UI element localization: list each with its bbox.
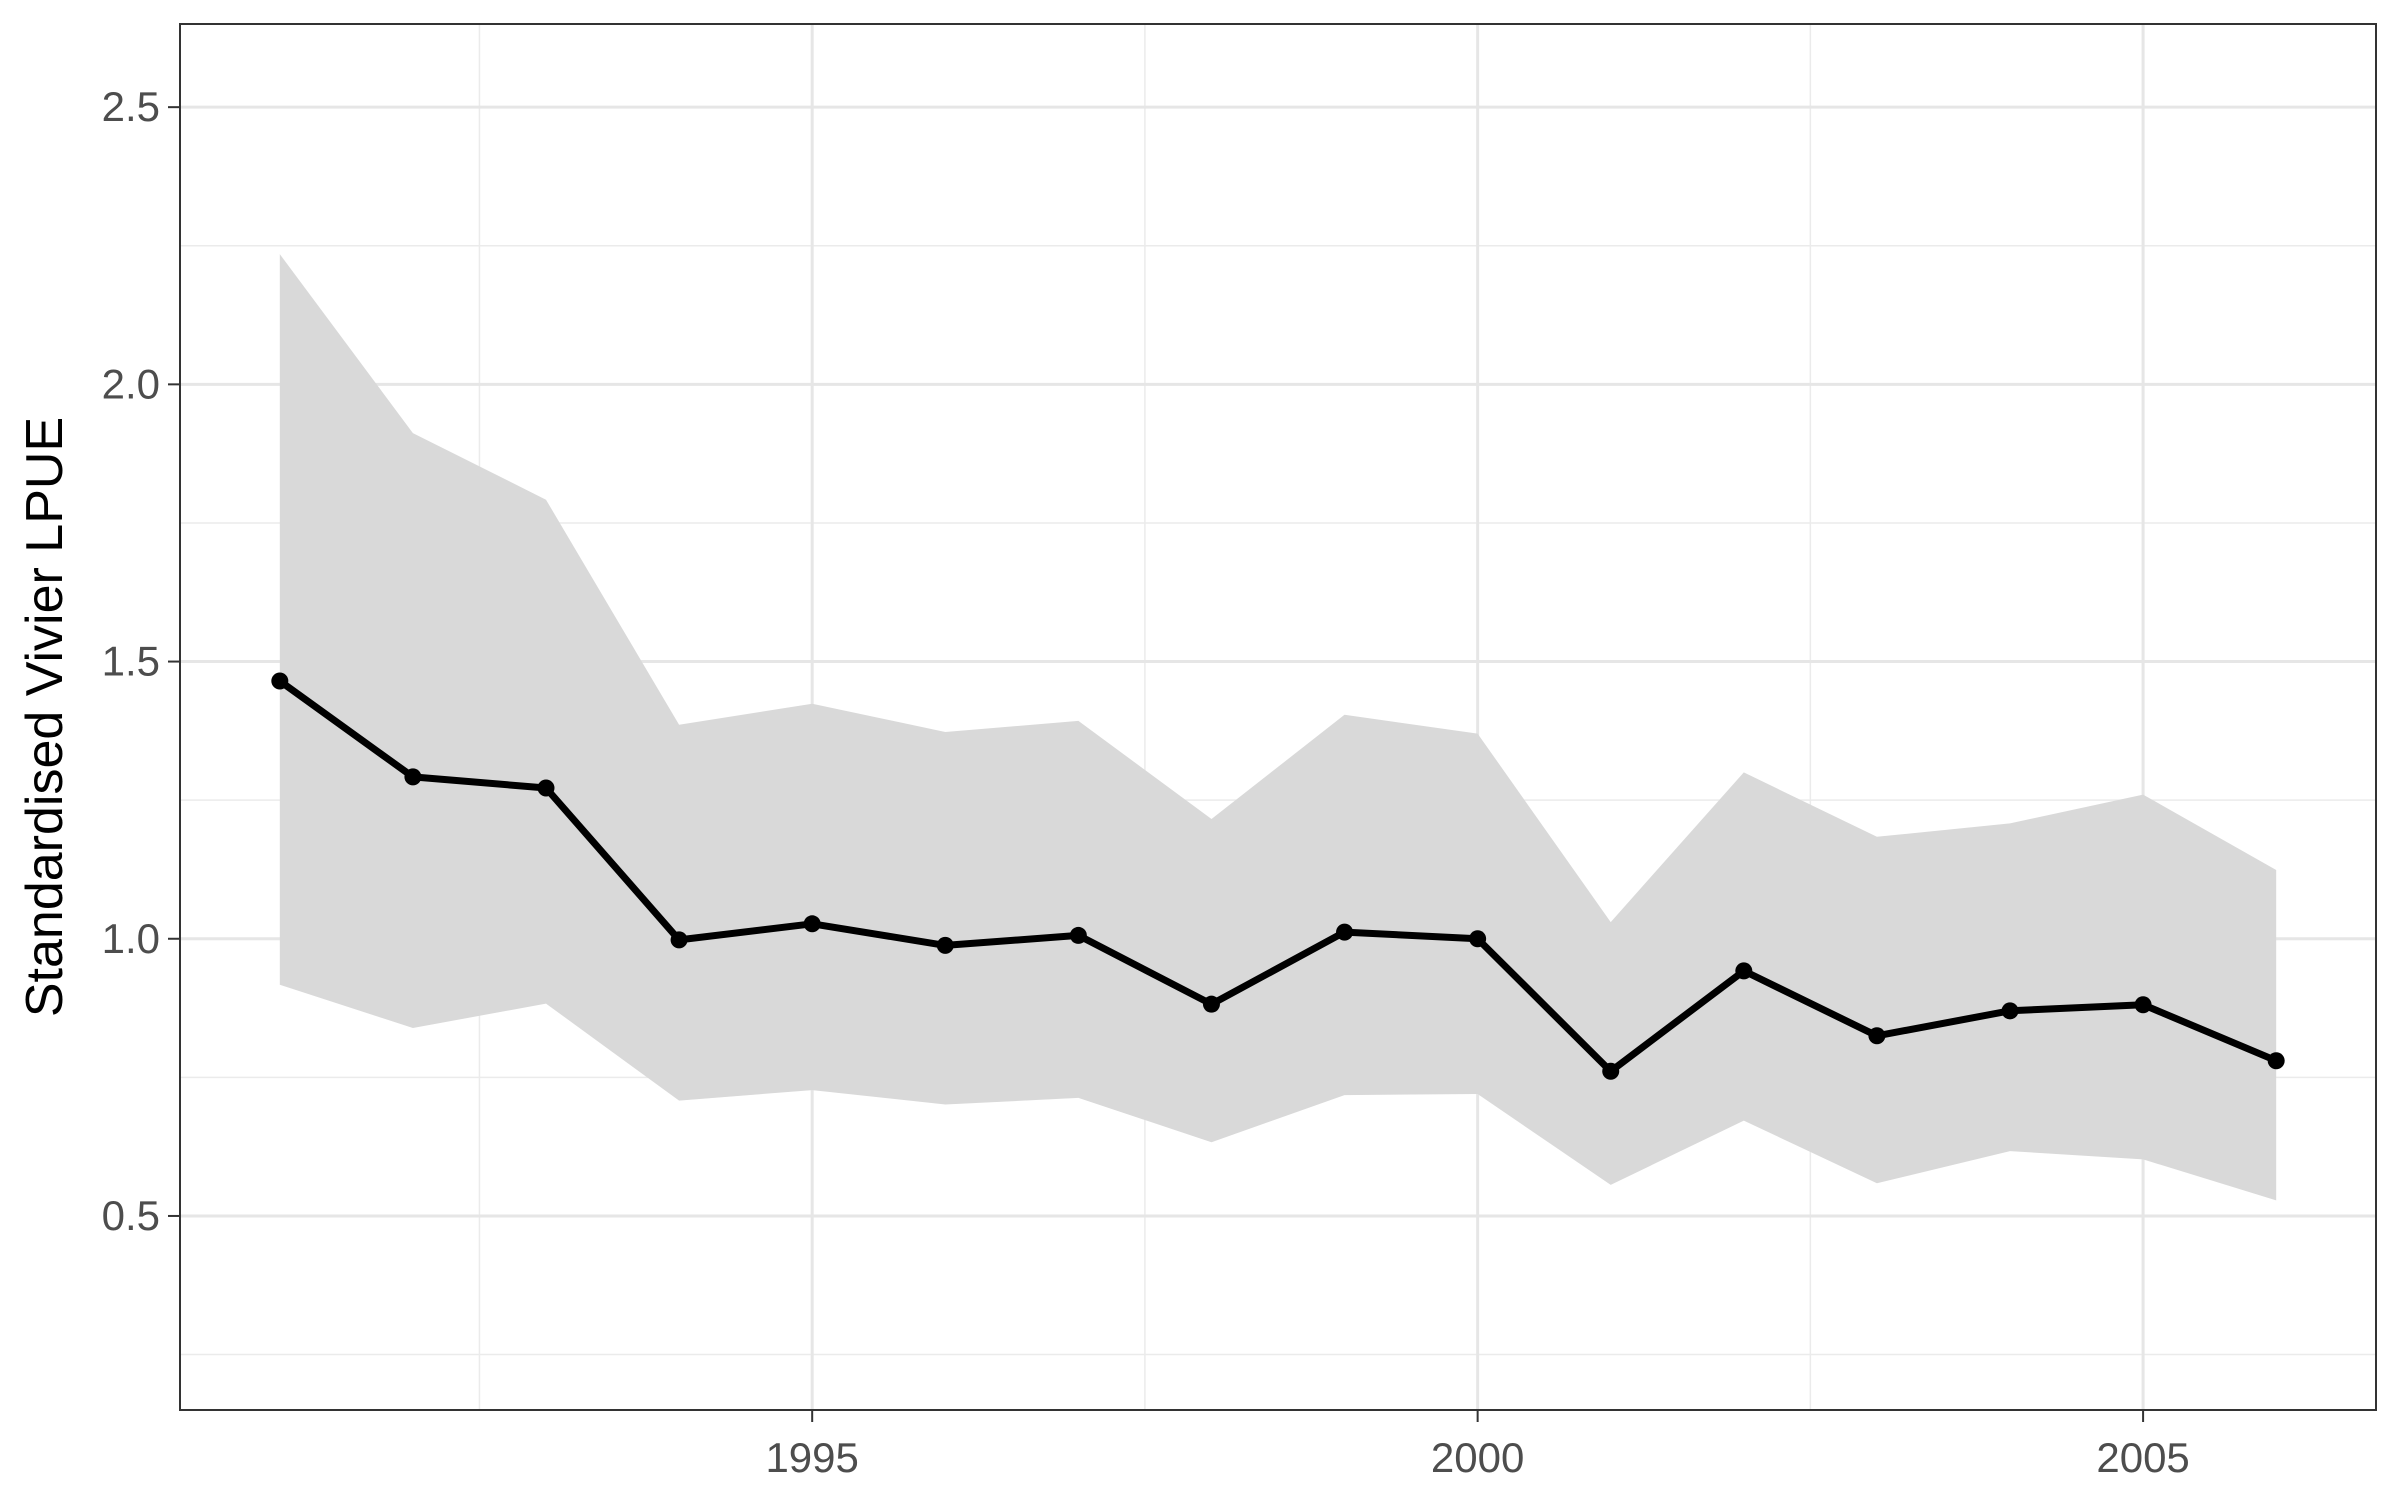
data-point [2267,1052,2285,1070]
data-point [1868,1027,1886,1045]
data-point [404,768,422,786]
data-point [936,936,954,954]
x-tick-label: 2000 [1431,1434,1524,1481]
data-point [670,931,688,949]
data-point [537,779,555,797]
y-tick-label: 2.0 [102,360,160,407]
y-axis: 0.5 1.0 1.5 2.0 2.5 [102,83,180,1239]
data-point [803,915,821,933]
data-point [271,672,289,690]
y-tick-label: 1.0 [102,915,160,962]
data-point [1202,995,1220,1013]
plot-panel-border [179,23,2377,1411]
data-point [2001,1002,2019,1020]
y-tick-label: 1.5 [102,638,160,685]
data-point [1469,930,1487,948]
lpue-series-line [276,677,2280,1075]
x-tick-label: 1995 [765,1434,858,1481]
data-point [1336,923,1354,941]
y-axis-title: Standardised Vivier LPUE [16,417,74,1017]
major-gridlines [180,24,2376,1410]
x-tick-label: 2005 [2096,1434,2189,1481]
data-point [1069,926,1087,944]
data-point [1735,962,1753,980]
data-point [1602,1062,1620,1080]
lpue-points [271,672,2285,1080]
y-tick-label: 0.5 [102,1192,160,1239]
y-tick-label: 2.5 [102,83,160,130]
confidence-band [279,254,2277,1201]
x-axis: 1995 2000 2005 [765,1410,2190,1481]
data-point [2134,996,2152,1014]
